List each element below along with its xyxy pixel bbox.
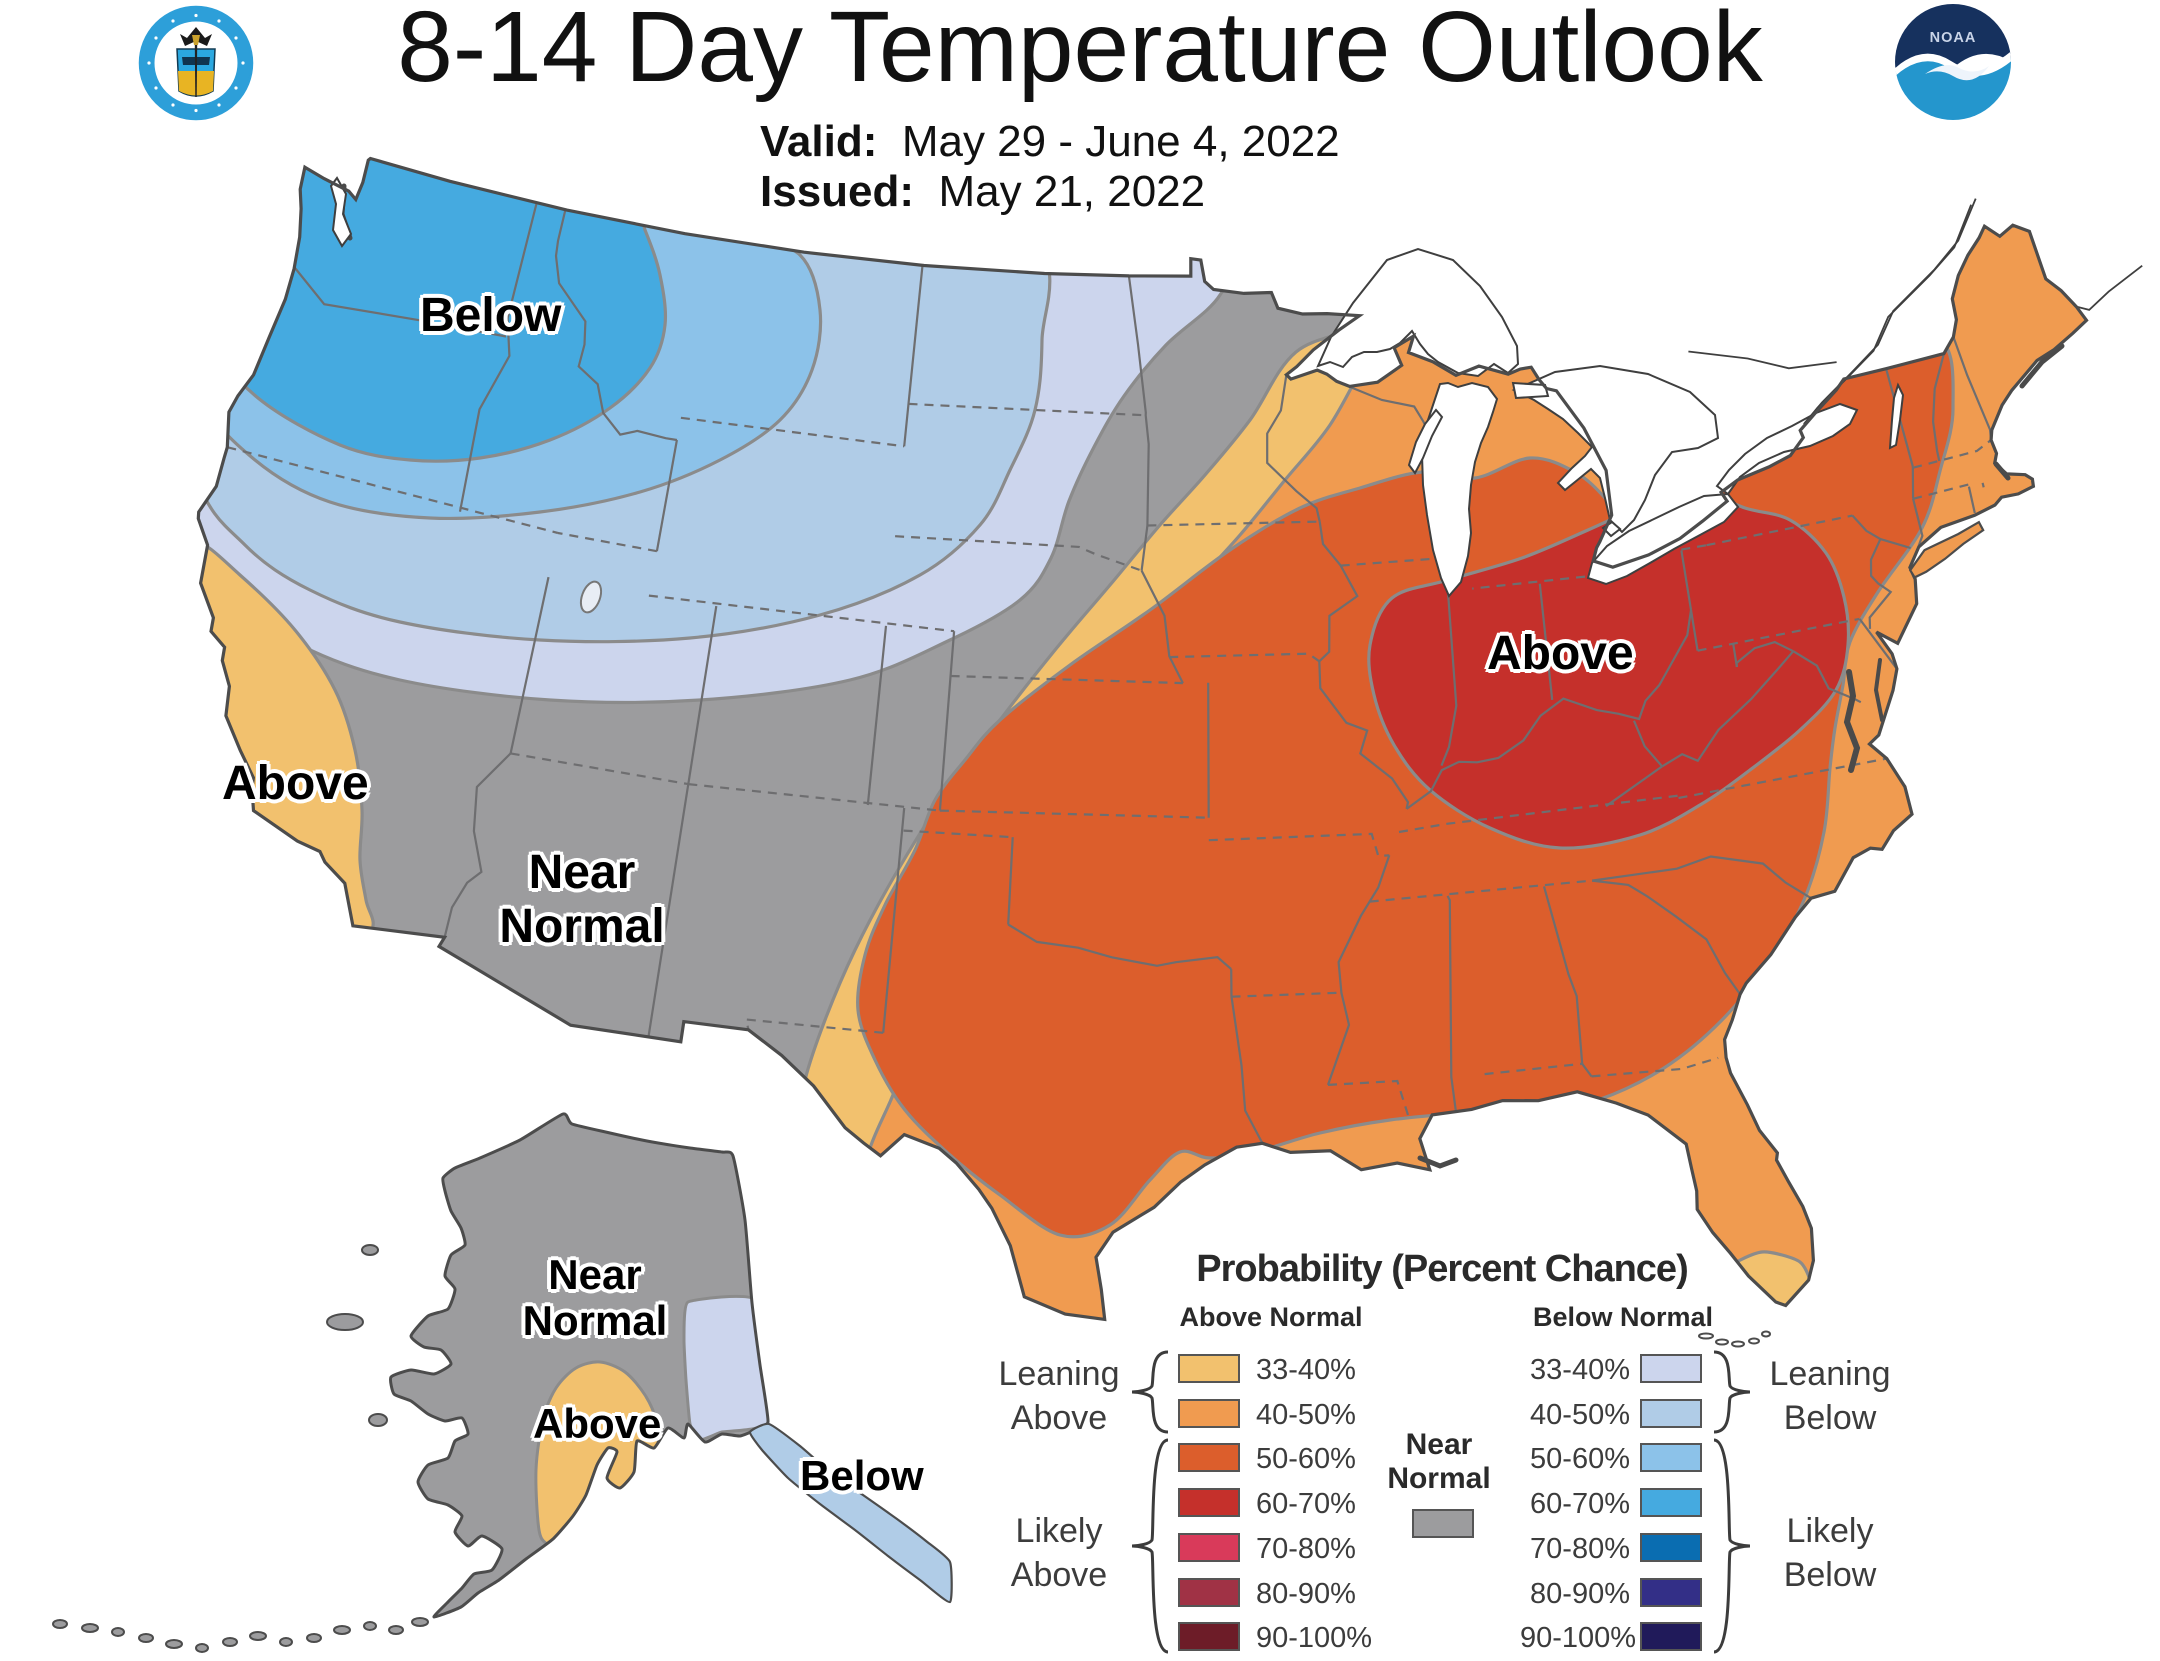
svg-text:NOAA: NOAA [1930,30,1977,46]
